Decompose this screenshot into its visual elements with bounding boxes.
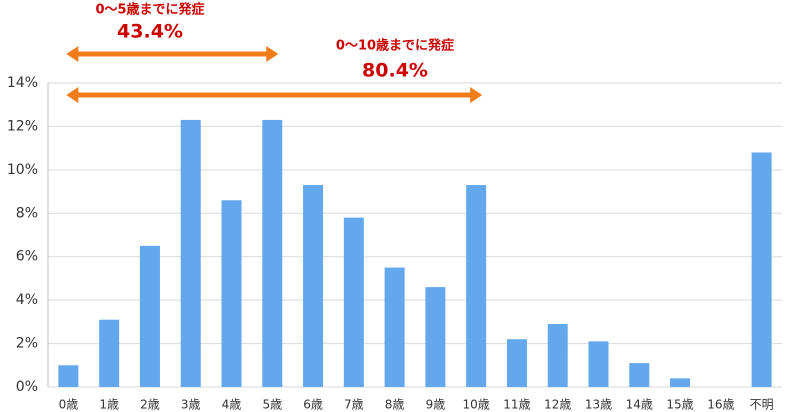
x-tick-label: 4歳 (222, 398, 242, 412)
bar (139, 245, 160, 387)
x-tick-label: 15歳 (666, 398, 693, 412)
y-tick-label: 6% (16, 249, 38, 265)
x-tick-label: 9歳 (426, 398, 446, 412)
x-tick-label: 5歳 (262, 398, 282, 412)
y-tick-label: 10% (7, 162, 38, 178)
x-tick-label: 不明 (750, 398, 774, 412)
x-tick-label: 8歳 (385, 398, 405, 412)
bar (425, 287, 446, 387)
bar (466, 185, 487, 387)
bar (751, 152, 772, 387)
bar (384, 267, 405, 387)
y-tick-label: 12% (7, 118, 38, 134)
bar (343, 217, 364, 387)
y-tick-label: 8% (16, 205, 38, 221)
x-tick-label: 12歳 (544, 398, 571, 412)
x-tick-label: 13歳 (585, 398, 612, 412)
x-tick-label: 6歳 (303, 398, 323, 412)
y-tick-label: 14% (7, 75, 38, 91)
y-tick-label: 2% (16, 336, 38, 352)
x-tick-label: 0歳 (59, 398, 79, 412)
arrow-head (470, 87, 483, 103)
arrow-head (266, 46, 279, 62)
bar (629, 363, 650, 387)
x-tick-label: 14歳 (626, 398, 653, 412)
annotation-title: 0〜5歳までに発症 (95, 2, 204, 18)
arrow-head (66, 87, 79, 103)
bar (547, 324, 568, 387)
x-tick-label: 7歳 (344, 398, 364, 412)
arrow-head (66, 46, 79, 62)
x-tick-label: 10歳 (463, 398, 490, 412)
bar (588, 341, 609, 387)
x-tick-label: 11歳 (503, 398, 530, 412)
y-tick-label: 4% (16, 292, 38, 308)
x-tick-label: 2歳 (140, 398, 160, 412)
x-tick-label: 3歳 (181, 398, 201, 412)
bar (221, 200, 242, 387)
bar (180, 119, 201, 388)
bar (670, 378, 691, 387)
y-tick-label: 0% (16, 379, 38, 395)
x-tick-label: 16歳 (707, 398, 734, 412)
bar (303, 185, 324, 387)
bar (262, 119, 283, 388)
annotation-value: 43.4% (117, 21, 183, 43)
annotation-value: 80.4% (362, 60, 428, 82)
x-tick-label: 1歳 (99, 398, 119, 412)
bar (58, 365, 79, 387)
annotation-title: 0〜10歳までに発症 (336, 38, 454, 54)
bar (99, 319, 120, 387)
bar (506, 339, 527, 387)
